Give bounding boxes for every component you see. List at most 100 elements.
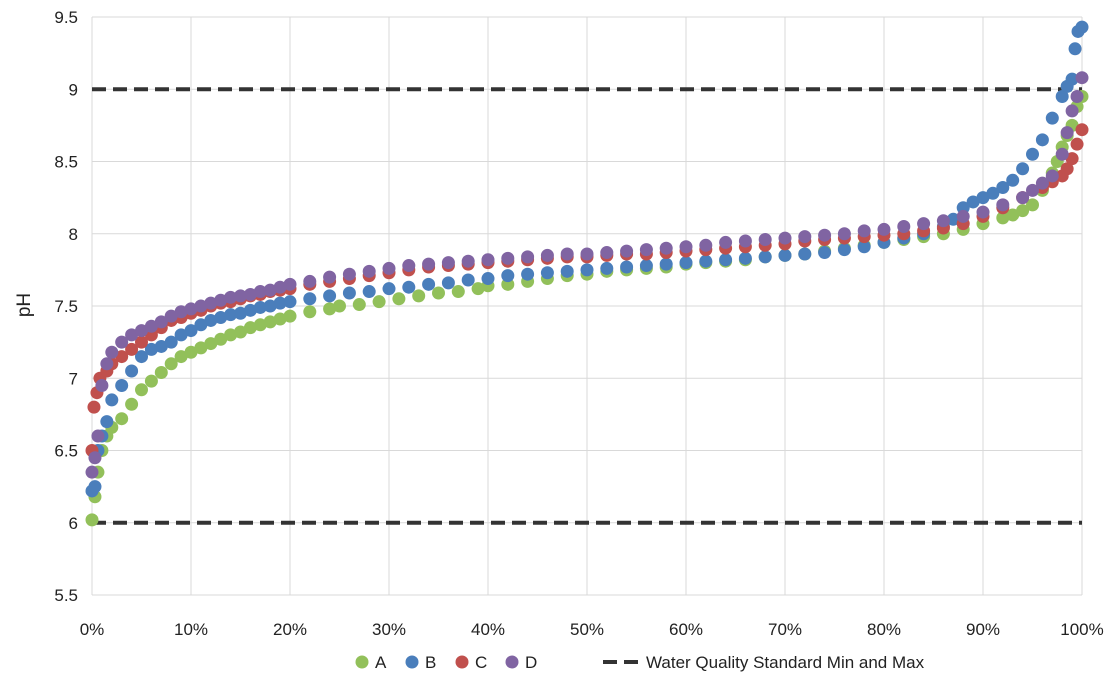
data-point <box>996 198 1010 212</box>
data-point <box>1075 20 1089 34</box>
data-point <box>194 299 208 313</box>
data-point <box>639 243 653 257</box>
data-point <box>679 256 693 270</box>
data-point <box>1075 71 1089 85</box>
data-point <box>1016 191 1030 205</box>
y-tick-label: 9 <box>69 80 78 99</box>
legend: A B C D Water Quality Standard Min and Max <box>355 653 925 672</box>
data-point <box>85 513 99 527</box>
data-point <box>125 364 139 378</box>
data-point <box>184 345 198 359</box>
data-point <box>144 342 158 356</box>
data-point <box>600 246 614 260</box>
data-point <box>224 308 238 322</box>
data-point <box>91 429 105 443</box>
data-point <box>451 285 465 299</box>
data-point <box>154 339 168 353</box>
data-point <box>174 350 188 364</box>
data-point <box>382 282 396 296</box>
data-point <box>105 393 119 407</box>
x-tick-label: 80% <box>867 620 901 639</box>
data-point <box>204 313 218 327</box>
data-point <box>976 191 990 205</box>
data-point <box>778 231 792 245</box>
data-point <box>659 241 673 255</box>
data-point <box>976 205 990 219</box>
data-point <box>283 295 297 309</box>
data-point <box>362 264 376 278</box>
x-tick-label: 20% <box>273 620 307 639</box>
data-point <box>778 248 792 262</box>
x-tick-label: 70% <box>768 620 802 639</box>
data-point <box>837 243 851 257</box>
data-point <box>174 328 188 342</box>
data-point <box>1045 111 1059 125</box>
data-point <box>818 246 832 260</box>
data-point <box>580 247 594 261</box>
data-point <box>441 256 455 270</box>
data-point <box>154 315 168 329</box>
legend-marker <box>505 655 519 669</box>
data-point <box>521 250 535 264</box>
data-point <box>214 293 228 307</box>
data-point <box>125 342 139 356</box>
data-point <box>164 335 178 349</box>
data-point <box>1026 198 1039 212</box>
data-point <box>1060 126 1074 140</box>
data-point <box>422 257 436 271</box>
data-point <box>818 228 832 242</box>
data-point <box>422 277 436 291</box>
data-point <box>342 267 356 281</box>
data-point <box>1026 147 1039 161</box>
tick-labels-layer: 0% 10% 20% 30% 40% 50% 60% 70% 80% 90% 100% 5.5 6 6.5… <box>54 8 1103 639</box>
data-point <box>1065 72 1079 86</box>
data-point <box>100 357 114 371</box>
legend-label: Water Quality Standard Min and Max <box>646 653 925 672</box>
y-axis-title: pH <box>14 293 35 317</box>
data-point <box>639 259 653 273</box>
data-point <box>798 230 812 244</box>
data-point <box>1055 89 1069 103</box>
data-point <box>1045 169 1059 183</box>
x-tick-label: 90% <box>966 620 1000 639</box>
legend-label: C <box>475 653 487 672</box>
data-point <box>560 264 574 278</box>
data-point <box>263 283 277 297</box>
data-point <box>877 222 891 236</box>
data-point <box>184 324 198 338</box>
data-point <box>253 318 267 332</box>
data-point <box>897 220 911 234</box>
data-point <box>263 299 277 313</box>
data-point <box>194 318 208 332</box>
data-point <box>1065 104 1079 118</box>
y-tick-label: 9.5 <box>54 8 78 27</box>
data-point <box>164 309 178 323</box>
data-point <box>1075 123 1089 137</box>
data-point <box>1016 204 1030 218</box>
data-point <box>501 251 515 265</box>
data-point <box>234 306 247 320</box>
data-point <box>1070 89 1084 103</box>
data-point <box>323 270 337 284</box>
data-point <box>936 214 950 228</box>
y-tick-label: 6 <box>69 514 78 533</box>
data-point <box>283 309 297 323</box>
data-point <box>224 290 238 304</box>
data-point <box>144 374 158 388</box>
data-point <box>135 383 148 397</box>
data-point <box>135 335 148 349</box>
data-point <box>303 274 317 288</box>
data-point <box>1006 173 1020 187</box>
y-tick-label: 8 <box>69 225 78 244</box>
data-point <box>620 260 634 274</box>
data-point <box>738 251 752 265</box>
data-point <box>115 335 129 349</box>
series-B <box>85 20 1089 498</box>
data-point <box>234 325 247 339</box>
data-point <box>382 261 396 275</box>
data-point <box>1016 162 1030 176</box>
data-point <box>115 378 129 392</box>
data-point <box>184 302 198 316</box>
legend-label: D <box>525 653 537 672</box>
